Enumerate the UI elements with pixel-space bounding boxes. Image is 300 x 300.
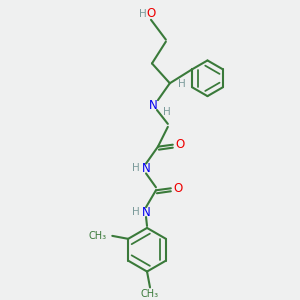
Text: H: H — [139, 9, 147, 19]
Text: N: N — [142, 206, 150, 219]
Text: H: H — [163, 107, 171, 117]
Text: O: O — [146, 8, 156, 20]
Text: H: H — [178, 79, 185, 89]
Text: H: H — [132, 164, 140, 173]
Text: N: N — [142, 162, 150, 175]
Text: O: O — [175, 138, 184, 151]
Text: H: H — [132, 207, 140, 217]
Text: O: O — [173, 182, 182, 195]
Text: CH₃: CH₃ — [88, 231, 106, 241]
Text: CH₃: CH₃ — [141, 289, 159, 299]
Text: N: N — [148, 98, 157, 112]
